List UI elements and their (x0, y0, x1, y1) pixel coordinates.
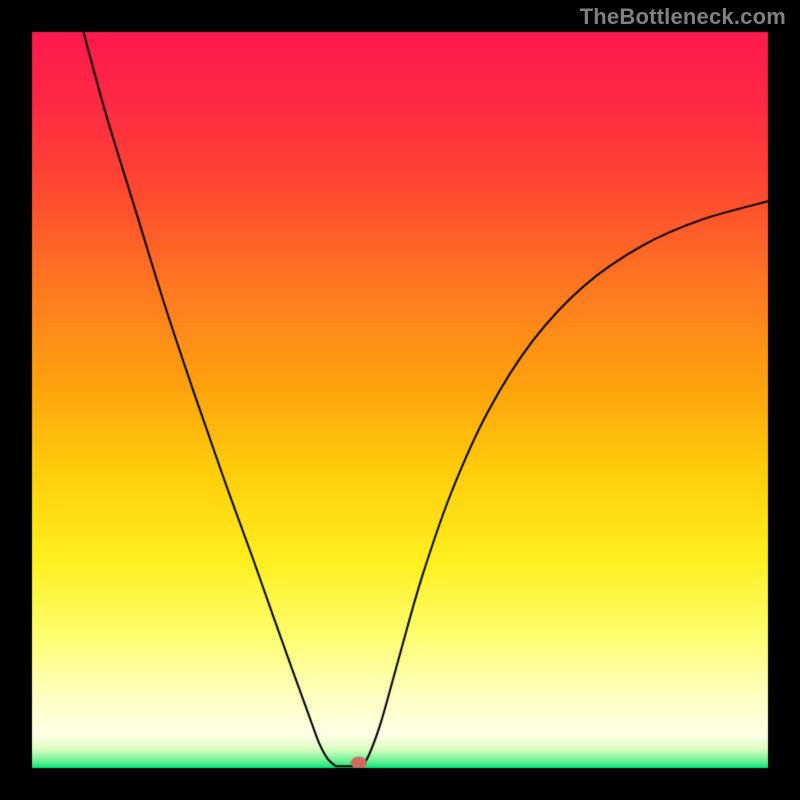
chart-container: TheBottleneck.com (0, 0, 800, 800)
bottleneck-chart-canvas (0, 0, 800, 800)
watermark-text: TheBottleneck.com (580, 4, 786, 30)
